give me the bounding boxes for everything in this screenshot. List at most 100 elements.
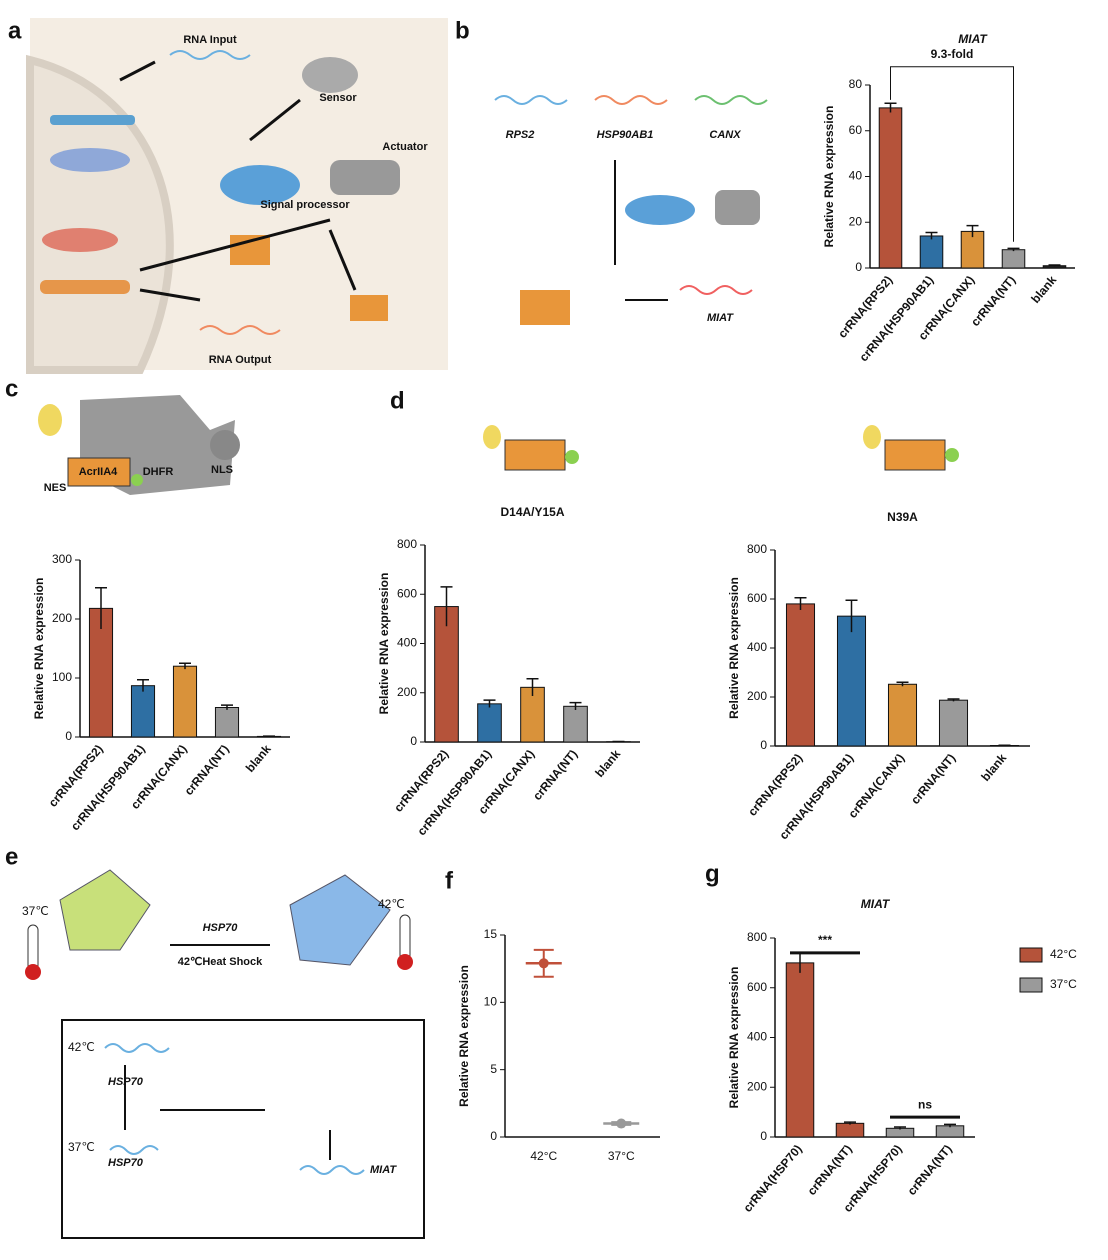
label: 42℃ (68, 1040, 95, 1054)
bar (878, 107, 903, 269)
y-tick-label: 800 (397, 537, 417, 551)
error-bar (884, 102, 897, 113)
rna-wave (199, 325, 281, 335)
bar (130, 685, 156, 738)
error-bar (947, 698, 960, 702)
label: DHFR (143, 466, 174, 478)
bar (214, 707, 240, 738)
panel-label: f (445, 867, 454, 894)
rna-wave (594, 95, 668, 105)
diagram-e: HSP70 37℃ 42℃Heat Shock 42℃ 42℃ HSP70 37… (22, 869, 425, 1239)
dna (40, 280, 130, 294)
error-bar (221, 704, 233, 710)
diagram-b: RPS2 HSP90AB1 CANX MIAT (494, 95, 768, 325)
dna (50, 115, 135, 125)
legend-label: 37°C (1050, 977, 1077, 991)
error-bar (896, 681, 909, 687)
legend-label: 42°C (1050, 947, 1077, 961)
error-bar (526, 677, 539, 696)
annotation: ns (918, 1097, 932, 1111)
domain (38, 404, 62, 436)
bar (477, 703, 502, 743)
inset-box (61, 1019, 425, 1239)
legend-swatch (1019, 977, 1043, 993)
y-tick-label: 0 (410, 734, 417, 748)
annotation: 9.3-fold (931, 47, 974, 61)
y-axis-label: Relative RNA expression (727, 967, 741, 1109)
label: 37℃ (22, 904, 49, 918)
y-axis-label: Relative RNA expression (32, 578, 46, 720)
chromosome (42, 228, 118, 252)
error-bar (569, 701, 582, 710)
label: HSP70 (108, 1076, 144, 1088)
arrow (119, 60, 357, 302)
label: MIAT (707, 312, 734, 324)
error-bar (944, 1123, 956, 1128)
y-tick-label: 40 (849, 169, 863, 183)
y-tick-label: 20 (849, 214, 863, 228)
y-tick-label: 600 (397, 586, 417, 600)
acr-protein (67, 457, 131, 487)
signal-processor (220, 165, 300, 205)
acr-protein (504, 439, 566, 471)
chart-title: D14A/Y15A (500, 505, 564, 519)
bracket (890, 66, 1014, 242)
y-tick-label: 60 (849, 123, 863, 137)
label: NLS (211, 464, 233, 476)
legend-swatch (1019, 947, 1043, 963)
chart-title: MIAT (861, 897, 891, 911)
label: RNA Input (183, 34, 237, 46)
y-tick-label: 400 (397, 636, 417, 650)
label: 42℃Heat Shock (178, 956, 263, 968)
error-bar (137, 679, 149, 692)
bar (835, 1122, 865, 1138)
error-bar (483, 699, 496, 708)
y-tick-label: 0 (760, 1129, 767, 1143)
error-bar (894, 1126, 906, 1130)
bar (885, 1127, 915, 1138)
dhfr (131, 474, 143, 486)
panel-label: b (455, 17, 470, 44)
label: HSP70 (108, 1157, 144, 1169)
y-tick-label: 200 (747, 1079, 767, 1093)
panel-label: g (705, 860, 720, 887)
y-tick-label: 200 (52, 611, 72, 625)
chart-title: N39A (887, 510, 918, 524)
label: HSP90AB1 (597, 129, 654, 141)
domain (483, 425, 501, 449)
error-bar (845, 599, 858, 633)
y-tick-label: 300 (52, 552, 72, 566)
error-bar (1048, 264, 1061, 267)
panel-label: c (5, 375, 18, 402)
bar (563, 705, 588, 743)
y-tick-label: 0 (760, 738, 767, 752)
thermometer-bulb (25, 964, 41, 980)
diagram-a: RNA Input Sensor Actuator Signal process… (26, 18, 448, 374)
acr-protein (884, 439, 946, 471)
label: 37℃ (68, 1140, 95, 1154)
label: CANX (709, 129, 741, 141)
chromosome (50, 148, 130, 172)
chart-title: MIAT (958, 32, 988, 46)
y-tick-label: 0 (490, 1129, 497, 1143)
error-bar (440, 586, 453, 627)
error-bar (95, 586, 107, 630)
y-tick-label: 600 (747, 980, 767, 994)
rna-wave (679, 285, 753, 295)
y-tick-label: 5 (490, 1062, 497, 1076)
dot (538, 958, 549, 969)
label: 42℃ (378, 897, 405, 911)
y-tick-label: 0 (65, 729, 72, 743)
rna-wave (694, 95, 768, 105)
y-axis-label: Relative RNA expression (377, 573, 391, 715)
rna-wave (494, 95, 568, 105)
bar (919, 235, 944, 269)
x-tick-label: 42°C (530, 1149, 557, 1163)
protein (350, 295, 388, 321)
arrow (124, 1065, 331, 1160)
signal-processor (625, 195, 695, 225)
y-axis-label: Relative RNA expression (457, 965, 471, 1107)
y-tick-label: 800 (747, 930, 767, 944)
thermometer-bulb (397, 954, 413, 970)
